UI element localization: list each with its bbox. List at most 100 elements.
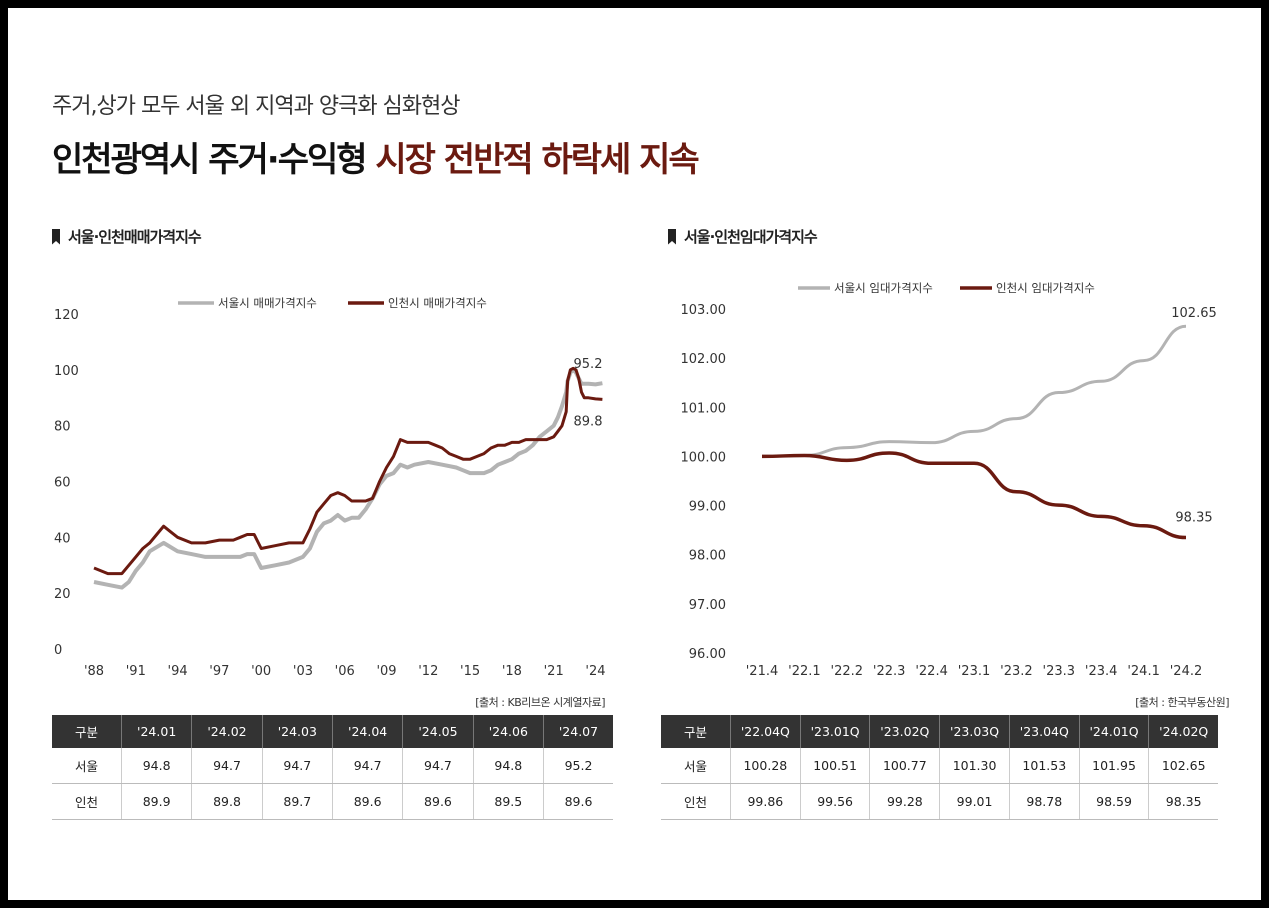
table-row: 서울 100.28 100.51 100.77 101.30 101.53 101.95 10… bbox=[661, 748, 1218, 784]
legend-label: 서울시 임대가격지수 bbox=[834, 281, 933, 295]
x-tick-label: '23.4 bbox=[1085, 664, 1118, 679]
x-tick-label: '88 bbox=[84, 664, 104, 679]
series-line-1 bbox=[761, 451, 1187, 540]
right-source-note: [출처 : 한국부동산원] bbox=[1135, 696, 1229, 709]
table-cell: 94.7 bbox=[402, 748, 474, 784]
rent-price-index-chart: 96.00 97.00 98.00 99.00 100.00 101.00 102.00 10… bbox=[681, 281, 1217, 679]
table-header-cell: '24.04 bbox=[332, 715, 404, 748]
y-tick-label: 101.00 bbox=[681, 401, 727, 416]
table-cell: 89.9 bbox=[121, 783, 193, 820]
rent-index-table: 구분 '22.04Q '23.01Q '23.02Q '23.03Q '23.04Q '24… bbox=[661, 715, 1218, 820]
table-cell: 99.28 bbox=[869, 783, 941, 820]
table-header-row: 구분 '22.04Q '23.01Q '23.02Q '23.03Q '23.04Q '24… bbox=[661, 715, 1218, 748]
table-header-cell: '24.07 bbox=[543, 715, 613, 748]
table-cell: 인천 bbox=[661, 783, 731, 820]
y-tick-label: 98.00 bbox=[689, 549, 726, 564]
table-cell: 89.5 bbox=[473, 783, 544, 820]
x-tick-label: '97 bbox=[209, 664, 229, 679]
table-cell: 100.77 bbox=[869, 748, 941, 784]
x-tick-label: '06 bbox=[335, 664, 355, 679]
table-header-cell: '24.05 bbox=[402, 715, 474, 748]
y-tick-label: 100 bbox=[54, 364, 79, 379]
y-tick-label: 20 bbox=[54, 587, 71, 602]
right-section-heading: 서울·인천임대가격지수 bbox=[668, 226, 818, 247]
y-tick-label: 40 bbox=[54, 531, 71, 546]
table-header-cell: 구분 bbox=[52, 715, 122, 748]
x-tick-label: '22.3 bbox=[873, 664, 906, 679]
x-tick-label: '22.2 bbox=[831, 664, 864, 679]
x-tick-label: '22.1 bbox=[788, 664, 821, 679]
left-section-heading: 서울·인천매매가격지수 bbox=[52, 226, 202, 247]
table-header-cell: '22.04Q bbox=[730, 715, 801, 748]
table-cell: 서울 bbox=[661, 748, 731, 784]
x-tick-label: '12 bbox=[418, 664, 438, 679]
table-header-cell: '23.03Q bbox=[939, 715, 1010, 748]
y-tick-label: 80 bbox=[54, 420, 71, 435]
table-header-cell: '24.01 bbox=[121, 715, 193, 748]
table-cell: 89.6 bbox=[402, 783, 474, 820]
table-row: 인천 99.86 99.56 99.28 99.01 98.78 98.59 98.35 bbox=[661, 783, 1218, 820]
data-label: 98.35 bbox=[1175, 511, 1212, 526]
table-cell: 100.28 bbox=[730, 748, 801, 784]
table-cell: 99.86 bbox=[730, 783, 801, 820]
table-cell: 94.7 bbox=[191, 748, 263, 784]
legend-label: 인천시 매매가격지수 bbox=[388, 296, 487, 310]
table-cell: 89.8 bbox=[191, 783, 263, 820]
x-tick-label: '00 bbox=[251, 664, 271, 679]
y-tick-label: 97.00 bbox=[689, 598, 726, 613]
sale-index-table: 구분 '24.01'24.02'24.03'24.04'24.05'24.06'2… bbox=[52, 715, 613, 820]
x-tick-label: '24.1 bbox=[1127, 664, 1160, 679]
table-header-cell: '23.04Q bbox=[1009, 715, 1080, 748]
left-source-note: [출처 : KB리브온 시계열자료] bbox=[475, 696, 605, 709]
table-cell: 89.6 bbox=[332, 783, 404, 820]
x-tick-label: '91 bbox=[126, 664, 146, 679]
sale-price-index-chart: 0 20 40 60 80 100 120 '88 '91 '94 '97 '00 '03 '06 '09 '… bbox=[54, 296, 606, 679]
x-tick-label: '23.2 bbox=[1000, 664, 1033, 679]
table-cell: 서울 bbox=[52, 748, 122, 784]
page-title-main: 인천광역시 주거·수익형 bbox=[52, 140, 376, 180]
table-cell: 89.6 bbox=[543, 783, 613, 820]
table-header-cell: 구분 bbox=[661, 715, 731, 748]
x-tick-label: '21.4 bbox=[746, 664, 779, 679]
table-cell: 99.01 bbox=[939, 783, 1010, 820]
page-title-highlight: 시장 전반적 하락세 지속 bbox=[375, 140, 699, 180]
bookmark-icon bbox=[52, 228, 60, 245]
y-tick-label: 99.00 bbox=[689, 500, 726, 515]
table-cell: 94.8 bbox=[121, 748, 193, 784]
table-cell: 99.56 bbox=[800, 783, 871, 820]
page-subtitle: 주거,상가 모두 서울 외 지역과 양극화 심화현상 bbox=[52, 94, 461, 119]
x-tick-label: '15 bbox=[460, 664, 480, 679]
table-cell: 101.30 bbox=[939, 748, 1010, 784]
y-tick-label: 120 bbox=[54, 308, 79, 323]
data-label: 89.8 bbox=[574, 415, 603, 430]
table-cell: 101.95 bbox=[1079, 748, 1150, 784]
x-tick-label: '22.4 bbox=[915, 664, 948, 679]
y-tick-label: 100.00 bbox=[681, 450, 727, 465]
table-cell: 인천 bbox=[52, 783, 122, 820]
y-tick-label: 103.00 bbox=[681, 303, 727, 318]
table-row: 서울 94.8 94.7 94.7 94.7 94.7 94.8 95.2 bbox=[52, 748, 613, 784]
page-title: 인천광역시 주거·수익형 시장 전반적 하락세 지속 bbox=[52, 132, 700, 181]
series-line-0 bbox=[761, 324, 1187, 458]
x-tick-label: '18 bbox=[502, 664, 522, 679]
x-tick-label: '09 bbox=[376, 664, 396, 679]
table-cell: 89.7 bbox=[262, 783, 333, 820]
table-header-cell: '23.02Q bbox=[869, 715, 941, 748]
table-cell: 94.7 bbox=[262, 748, 333, 784]
y-tick-label: 102.00 bbox=[681, 352, 727, 367]
data-label: 102.65 bbox=[1171, 306, 1217, 321]
table-cell: 98.59 bbox=[1079, 783, 1150, 820]
table-header-row: 구분 '24.01'24.02'24.03'24.04'24.05'24.06'2… bbox=[52, 715, 613, 748]
x-tick-label: '21 bbox=[544, 664, 564, 679]
legend-label: 서울시 매매가격지수 bbox=[218, 296, 317, 310]
data-label: 95.2 bbox=[574, 357, 603, 372]
y-tick-label: 60 bbox=[54, 476, 71, 491]
x-tick-label: '23.3 bbox=[1043, 664, 1076, 679]
table-cell: 98.35 bbox=[1148, 783, 1218, 820]
table-header-cell: '24.02Q bbox=[1148, 715, 1218, 748]
right-section-heading-text: 서울·인천임대가격지수 bbox=[684, 228, 818, 246]
table-cell: 101.53 bbox=[1009, 748, 1080, 784]
table-header-cell: '24.02 bbox=[191, 715, 263, 748]
bookmark-icon bbox=[668, 228, 676, 245]
y-tick-label: 0 bbox=[54, 643, 62, 658]
